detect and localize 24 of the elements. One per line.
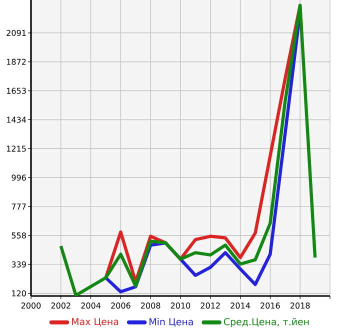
x-tick-label: 2000 [21,302,41,309]
y-tick-label: 1434 [6,116,26,123]
x-tick-label: 2002 [51,302,70,309]
y-tick-label: 1215 [6,146,26,152]
legend-label: Min Цена [150,318,193,327]
x-tick-label: 2014 [230,302,250,309]
legend-label: Max Цена [72,318,118,327]
x-tick-label: 2016 [260,302,280,309]
line-series [59,4,317,296]
y-tick-label: 339 [12,261,26,268]
x-tick-label: 2006 [111,302,130,309]
y-tick-label: 1872 [6,58,26,65]
y-tick-label: 777 [12,204,26,210]
legend-label: Сред.Цена, т.йен [224,318,309,328]
x-tick-label: 2010 [170,302,190,309]
y-tick-label: 120 [12,290,26,296]
y-tick-label: 1653 [6,88,26,94]
x-tick-label: 2018 [290,302,310,309]
x-tick-label: 2008 [141,302,160,309]
y-tick-label: 558 [12,232,26,238]
x-tick-label: 2004 [81,302,101,309]
y-tick-label: 2091 [6,30,26,36]
y-tick-label: 996 [12,174,26,181]
x-tick-label: 2012 [200,302,220,309]
